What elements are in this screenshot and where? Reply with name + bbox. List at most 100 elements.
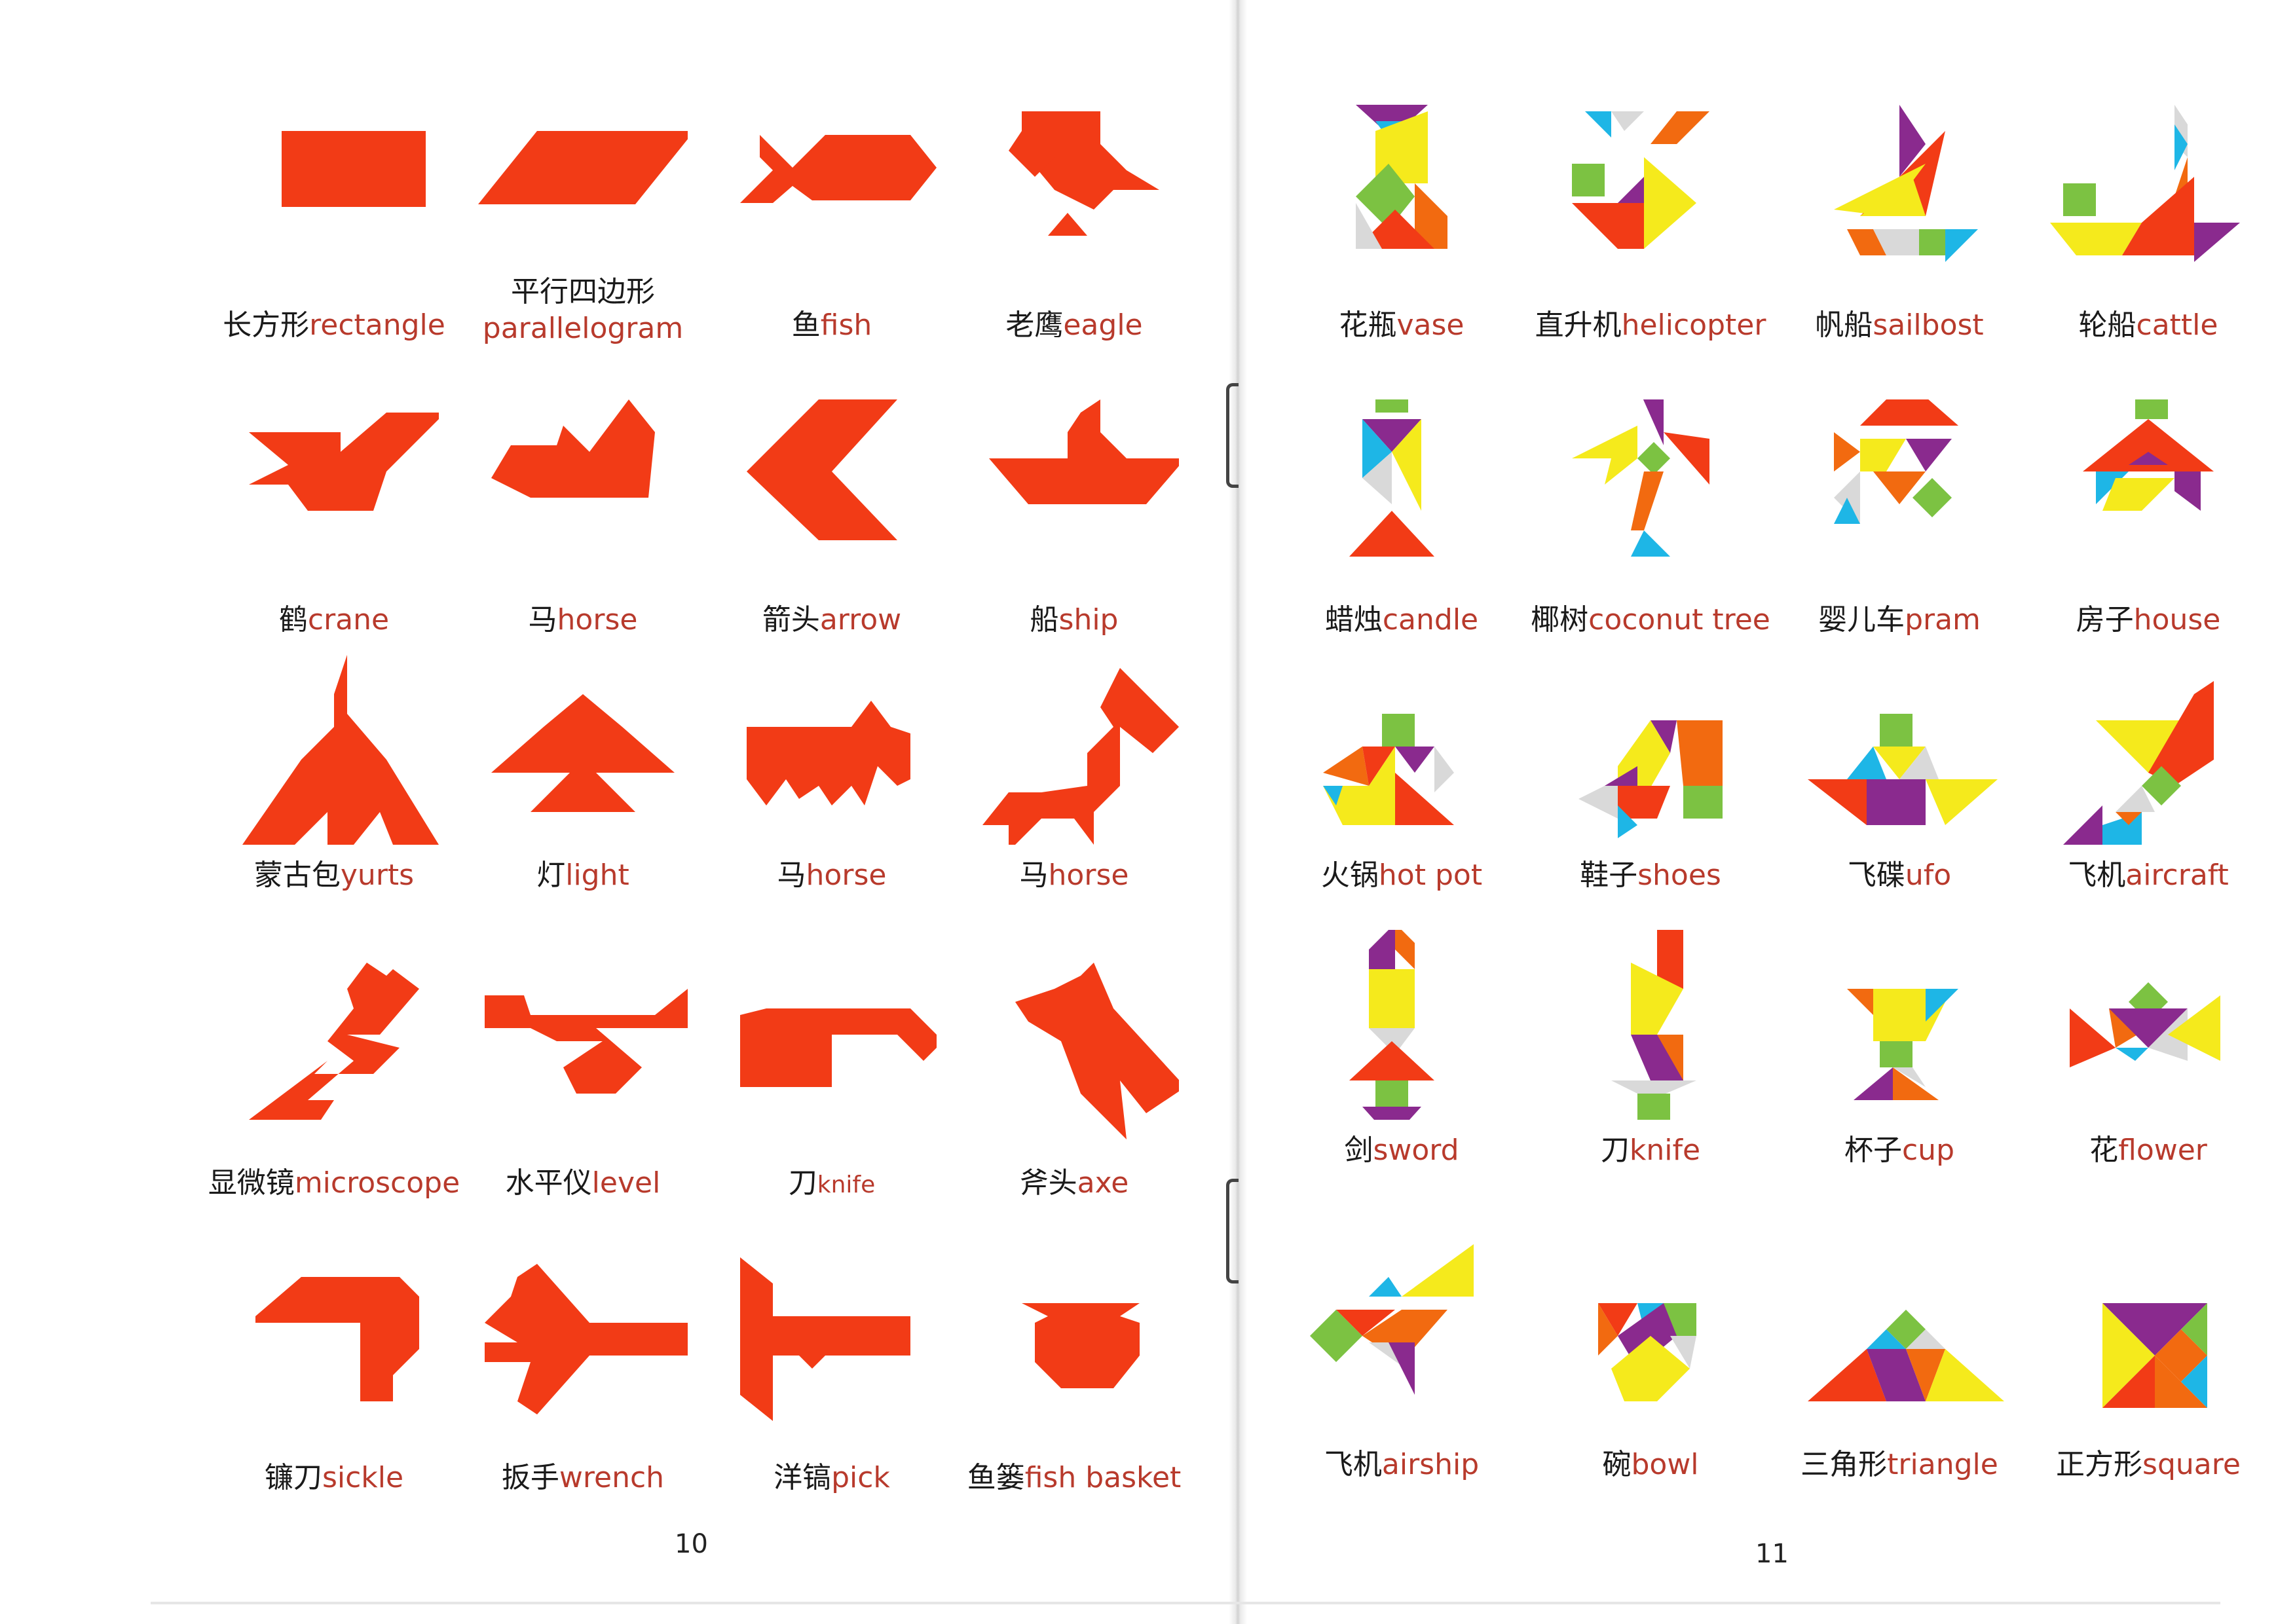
fish-basket-silhouette: [1022, 1303, 1140, 1388]
crane-silhouette: [249, 413, 439, 511]
tangram-parallelogram: 平行四边形 parallelogram: [465, 105, 701, 380]
label-knife-right: 刀knife: [1600, 1134, 1701, 1167]
page-number-right: 11: [1755, 1539, 1789, 1569]
tangram-axe: 斧头axe: [956, 963, 1192, 1238]
tangram-rectangle: 长方形rectangle: [216, 105, 452, 380]
tangram-aircraft: 飞机aircraft: [2030, 655, 2266, 930]
bowl-figure: [1598, 1303, 1696, 1401]
candle-figure: [1349, 399, 1434, 557]
label-pram: 婴儿车pram: [1818, 603, 1981, 637]
tangram-microscope: 显微镜microscope: [208, 963, 460, 1238]
page-number-left: 10: [675, 1529, 708, 1559]
book-spine: [1229, 0, 1247, 1624]
label-level: 水平仪level: [505, 1166, 661, 1200]
label-microscope: 显微镜microscope: [208, 1166, 460, 1200]
label-house: 房子house: [2076, 603, 2221, 637]
staple-top: [1226, 383, 1239, 488]
tangram-fish: 鱼fish: [714, 105, 950, 380]
horse-silhouette: [982, 668, 1179, 845]
tangram-level: 水平仪level: [465, 963, 701, 1238]
label-sailboat: 帆船sailbost: [1815, 308, 1984, 342]
microscope-silhouette: [249, 963, 419, 1120]
label-coconut-tree: 椰树coconut tree: [1531, 603, 1770, 637]
label-light: 灯light: [536, 858, 629, 892]
level-silhouette: [485, 989, 688, 1094]
label-hot-pot: 火锅hot pot: [1320, 858, 1483, 892]
knife-figure: [1611, 930, 1696, 1120]
label-vase: 花瓶vase: [1339, 308, 1465, 342]
tangram-yurts: 蒙古包yurts: [216, 655, 452, 930]
ufo-figure: [1808, 714, 1998, 825]
axe-silhouette: [1015, 963, 1179, 1139]
tangram-fish-basket: 鱼篓fish basket: [956, 1257, 1192, 1532]
tangram-triangle: 三角形triangle: [1782, 1244, 2017, 1519]
tangram-ufo: 飞碟ufo: [1782, 655, 2017, 930]
shoes-figure: [1578, 720, 1723, 838]
cup-figure: [1847, 989, 1958, 1100]
label-sword: 剑sword: [1344, 1134, 1459, 1167]
label-triangle: 三角形triangle: [1801, 1448, 1998, 1481]
eagle-silhouette: [1009, 111, 1159, 236]
cattle-figure: [2050, 105, 2240, 262]
horse-silhouette: [491, 399, 655, 498]
triangle-figure: [1808, 1310, 2004, 1401]
label-horse-3: 马horse: [1019, 858, 1129, 892]
tangram-horse-2: 马horse: [714, 655, 950, 930]
horse-silhouette: [747, 701, 910, 805]
label-candle: 蜡烛candle: [1324, 603, 1479, 637]
pick-silhouette: [740, 1257, 910, 1421]
yurts-silhouette: [242, 655, 439, 845]
tangram-horse-3: 马horse: [956, 655, 1192, 930]
tangram-sailboat: 帆船sailbost: [1782, 105, 2017, 380]
label-horse-2: 马horse: [777, 858, 887, 892]
knife-silhouette: [740, 1008, 937, 1087]
light-silhouette: [491, 694, 675, 812]
fish-silhouette: [740, 135, 937, 203]
tangram-light: 灯light: [465, 655, 701, 930]
label-sickle: 镰刀sickle: [264, 1461, 404, 1494]
label-knife-left: 刀knife: [788, 1166, 876, 1200]
label-cup: 杯子cup: [1844, 1134, 1954, 1167]
sickle-silhouette: [255, 1277, 419, 1401]
aircraft-figure: [2063, 681, 2214, 845]
label-pick: 洋镐pick: [774, 1461, 890, 1494]
label-eagle: 老鹰eagle: [1005, 308, 1143, 342]
house-figure: [2083, 399, 2214, 511]
label-aircraft: 飞机aircraft: [2068, 858, 2229, 892]
tangram-cattle: 轮船cattle: [2030, 105, 2266, 380]
tangram-candle: 蜡烛candle: [1284, 399, 1520, 674]
label-flower: 花flower: [2089, 1134, 2207, 1167]
tangram-crane: 鹤crane: [216, 399, 452, 674]
tangram-square: 正方形square: [2030, 1244, 2266, 1519]
tangram-vase: 花瓶vase: [1284, 105, 1520, 380]
label-bowl: 碗bowl: [1602, 1448, 1699, 1481]
tangram-horse-1: 马horse: [465, 399, 701, 674]
label-ship: 船ship: [1030, 603, 1119, 637]
hot-pot-figure: [1323, 714, 1454, 825]
label-fish: 鱼fish: [791, 308, 872, 342]
arrow-silhouette: [747, 399, 897, 540]
tangram-flower: 花flower: [2030, 930, 2266, 1205]
tangram-coconut-tree: 椰树coconut tree: [1531, 399, 1770, 674]
label-parallelogram: 平行四边形 parallelogram: [482, 275, 684, 345]
tangram-helicopter: 直升机helicopter: [1533, 105, 1768, 380]
tangram-house: 房子house: [2030, 399, 2266, 674]
tangram-bowl: 碗bowl: [1533, 1244, 1768, 1519]
label-yurts: 蒙古包yurts: [253, 858, 415, 892]
label-helicopter: 直升机helicopter: [1535, 308, 1766, 342]
rectangle-silhouette: [282, 131, 426, 207]
tangram-sword: 剑sword: [1284, 930, 1520, 1205]
tangram-wrench: 扳手wrench: [465, 1257, 701, 1532]
tangram-cup: 杯子cup: [1782, 930, 2017, 1205]
label-square: 正方形square: [2056, 1448, 2241, 1481]
pram-figure: [1834, 399, 1958, 524]
tangram-arrow: 箭头arrow: [714, 399, 950, 674]
square-figure: [2102, 1303, 2207, 1408]
label-wrench: 扳手wrench: [501, 1461, 665, 1494]
label-ufo: 飞碟ufo: [1847, 858, 1952, 892]
label-fish-basket: 鱼篓fish basket: [967, 1461, 1182, 1494]
tangram-knife-left: 刀knife: [714, 963, 950, 1238]
parallelogram-silhouette: [478, 131, 688, 204]
label-cattle: 轮船cattle: [2078, 308, 2218, 342]
label-shoes: 鞋子shoes: [1580, 858, 1721, 892]
